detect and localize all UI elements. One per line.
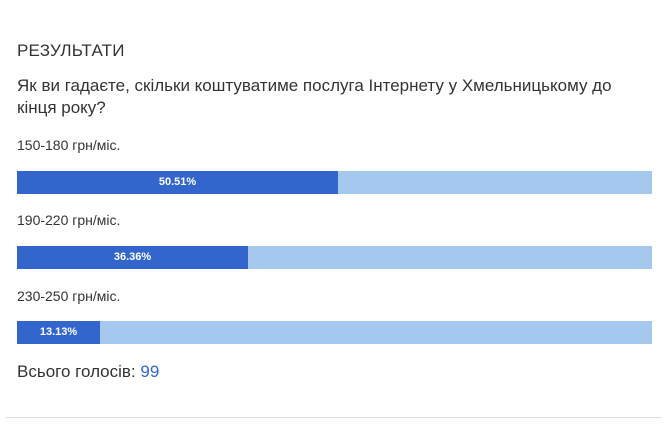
option-percent: 50.51%	[158, 176, 197, 188]
total-votes-label: Всього голосів:	[17, 362, 136, 381]
option-label: 190-220 грн/міс.	[17, 212, 121, 228]
option-bar-fill: 13.13%	[17, 321, 100, 344]
total-votes-count: 99	[140, 362, 160, 381]
option-bar-track: 13.13%	[17, 321, 652, 344]
results-heading: РЕЗУЛЬТАТИ	[17, 41, 125, 60]
option-bar-track: 50.51%	[17, 171, 652, 194]
option-label: 150-180 грн/міс.	[17, 137, 121, 153]
option-bar-fill: 36.36%	[17, 246, 248, 269]
option-percent: 36.36%	[113, 251, 152, 263]
option-bar-track: 36.36%	[17, 246, 652, 269]
poll-question: Як ви гадаєте, скільки коштуватиме послу…	[17, 76, 612, 117]
option-percent: 13.13%	[39, 326, 78, 338]
divider	[6, 417, 661, 418]
option-label: 230-250 грн/міс.	[17, 288, 121, 304]
total-votes: Всього голосів: 99	[17, 362, 159, 382]
option-bar-fill: 50.51%	[17, 171, 338, 194]
